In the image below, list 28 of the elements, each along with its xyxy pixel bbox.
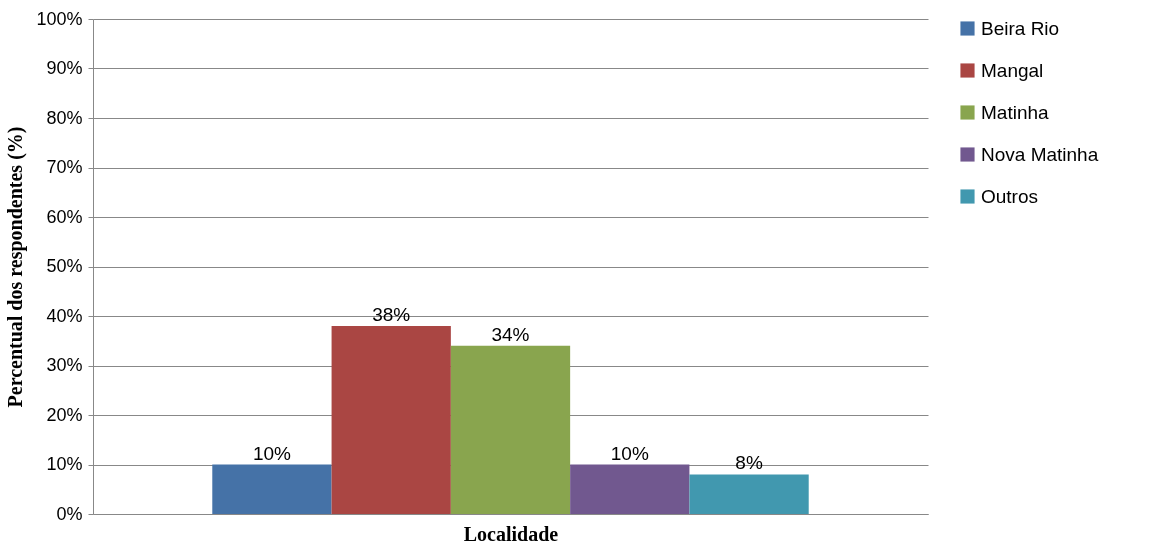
- data-label: 8%: [735, 452, 763, 474]
- legend-label: Nova Matinha: [981, 143, 1099, 165]
- data-label: 34%: [491, 323, 530, 345]
- y-tick-label: 10%: [46, 454, 83, 474]
- y-tick-label: 40%: [46, 305, 83, 326]
- bar: [689, 474, 809, 514]
- data-label: 10%: [252, 442, 292, 464]
- y-tick-label: 20%: [46, 404, 83, 425]
- y-tick-label: 30%: [46, 355, 83, 375]
- x-axis-title: Localidade: [463, 522, 559, 545]
- y-tick-label: 0%: [56, 503, 83, 524]
- y-tick-label: 60%: [46, 206, 83, 227]
- bar: [331, 325, 451, 514]
- data-label: 10%: [610, 442, 649, 464]
- legend-label: Mangal: [981, 59, 1044, 81]
- legend-label: Outros: [981, 185, 1039, 207]
- legend-label: Matinha: [981, 101, 1050, 123]
- y-axis-title: Percentual dos respondentes (%): [4, 126, 28, 408]
- legend-label: Beira Rio: [981, 17, 1060, 39]
- y-tick-label: 70%: [46, 157, 83, 177]
- y-tick-label: 100%: [36, 8, 83, 29]
- data-label: 38%: [372, 303, 411, 325]
- y-tick-label: 90%: [46, 58, 83, 78]
- bar: [212, 464, 332, 514]
- y-tick-label: 50%: [46, 256, 83, 276]
- y-tick-label: 80%: [46, 107, 83, 128]
- bar: [570, 464, 690, 514]
- bar: [450, 345, 571, 514]
